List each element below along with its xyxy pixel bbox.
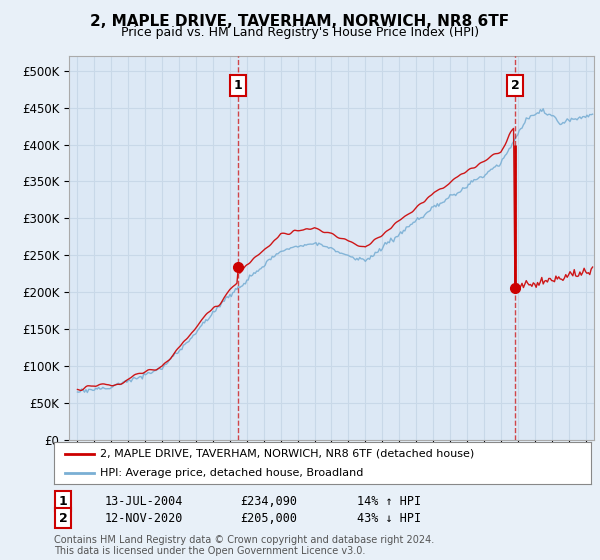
Text: Contains HM Land Registry data © Crown copyright and database right 2024.
This d: Contains HM Land Registry data © Crown c… xyxy=(54,535,434,557)
Text: HPI: Average price, detached house, Broadland: HPI: Average price, detached house, Broa… xyxy=(100,468,363,478)
Text: 2: 2 xyxy=(511,79,520,92)
Text: 2: 2 xyxy=(59,511,67,525)
Text: 14% ↑ HPI: 14% ↑ HPI xyxy=(357,494,421,508)
Text: 13-JUL-2004: 13-JUL-2004 xyxy=(105,494,184,508)
Text: £234,090: £234,090 xyxy=(240,494,297,508)
Text: 1: 1 xyxy=(234,79,243,92)
Text: 12-NOV-2020: 12-NOV-2020 xyxy=(105,511,184,525)
Text: £205,000: £205,000 xyxy=(240,511,297,525)
Text: 43% ↓ HPI: 43% ↓ HPI xyxy=(357,511,421,525)
Text: 2, MAPLE DRIVE, TAVERHAM, NORWICH, NR8 6TF: 2, MAPLE DRIVE, TAVERHAM, NORWICH, NR8 6… xyxy=(91,14,509,29)
Text: 2, MAPLE DRIVE, TAVERHAM, NORWICH, NR8 6TF (detached house): 2, MAPLE DRIVE, TAVERHAM, NORWICH, NR8 6… xyxy=(100,449,474,459)
Text: 1: 1 xyxy=(59,494,67,508)
Text: Price paid vs. HM Land Registry's House Price Index (HPI): Price paid vs. HM Land Registry's House … xyxy=(121,26,479,39)
